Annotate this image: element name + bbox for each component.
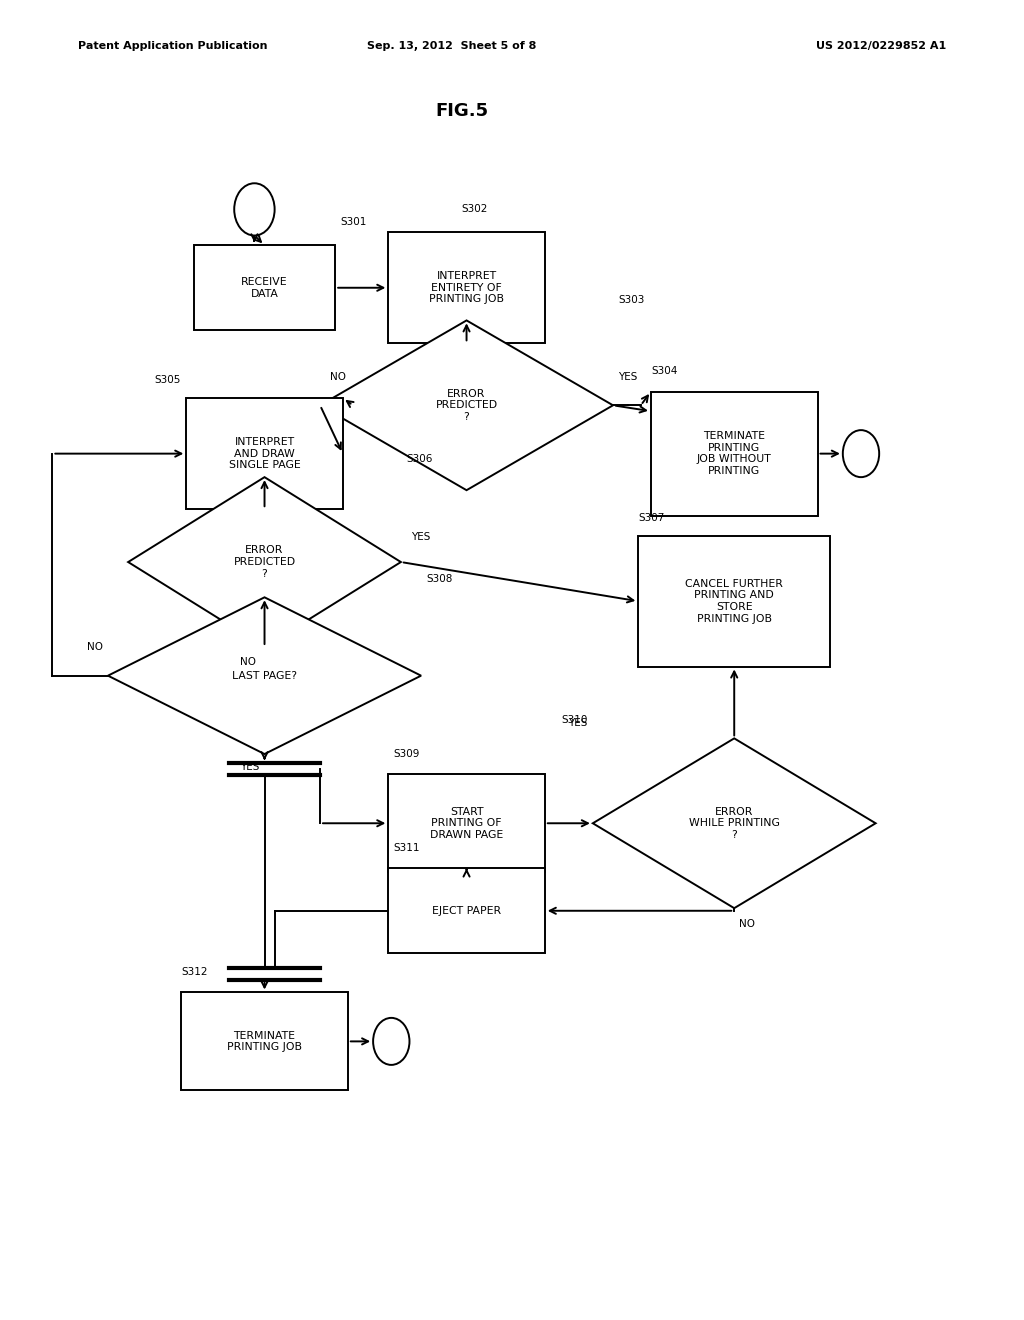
Text: START
PRINTING OF
DRAWN PAGE: START PRINTING OF DRAWN PAGE	[430, 807, 503, 840]
Text: S301: S301	[340, 216, 367, 227]
Text: FIG.5: FIG.5	[435, 103, 488, 120]
Text: TERMINATE
PRINTING JOB: TERMINATE PRINTING JOB	[227, 1031, 302, 1052]
Polygon shape	[321, 321, 613, 490]
Text: ERROR
PREDICTED
?: ERROR PREDICTED ?	[435, 388, 498, 422]
Text: S303: S303	[618, 294, 644, 305]
Text: YES: YES	[240, 762, 259, 772]
Text: ERROR
PREDICTED
?: ERROR PREDICTED ?	[233, 545, 296, 578]
FancyBboxPatch shape	[651, 392, 817, 516]
Text: YES: YES	[568, 718, 588, 727]
Text: S302: S302	[462, 205, 487, 214]
Text: ERROR
WHILE PRINTING
?: ERROR WHILE PRINTING ?	[689, 807, 779, 840]
FancyBboxPatch shape	[194, 246, 335, 330]
Circle shape	[373, 1018, 410, 1065]
Text: NO: NO	[739, 919, 756, 928]
Text: TERMINATE
PRINTING
JOB WITHOUT
PRINTING: TERMINATE PRINTING JOB WITHOUT PRINTING	[697, 432, 772, 477]
Text: CANCEL FURTHER
PRINTING AND
STORE
PRINTING JOB: CANCEL FURTHER PRINTING AND STORE PRINTI…	[685, 579, 783, 623]
Text: NO: NO	[87, 642, 102, 652]
Text: NO: NO	[241, 657, 256, 668]
Text: S305: S305	[155, 375, 181, 385]
Text: YES: YES	[411, 532, 430, 543]
Text: EJECT PAPER: EJECT PAPER	[432, 906, 501, 916]
FancyBboxPatch shape	[181, 993, 348, 1090]
Text: INTERPRET
ENTIRETY OF
PRINTING JOB: INTERPRET ENTIRETY OF PRINTING JOB	[429, 271, 504, 305]
Polygon shape	[128, 477, 400, 647]
Text: S306: S306	[406, 454, 432, 465]
Text: Patent Application Publication: Patent Application Publication	[78, 41, 267, 51]
Text: YES: YES	[618, 372, 637, 381]
Text: Sep. 13, 2012  Sheet 5 of 8: Sep. 13, 2012 Sheet 5 of 8	[367, 41, 537, 51]
FancyBboxPatch shape	[638, 536, 830, 667]
Circle shape	[234, 183, 274, 235]
Text: S312: S312	[181, 966, 208, 977]
Text: NO: NO	[330, 372, 346, 381]
Circle shape	[843, 430, 880, 477]
Text: LAST PAGE?: LAST PAGE?	[232, 671, 297, 681]
FancyBboxPatch shape	[388, 869, 545, 953]
Text: S309: S309	[393, 748, 420, 759]
Text: RECEIVE
DATA: RECEIVE DATA	[242, 277, 288, 298]
Polygon shape	[593, 738, 876, 908]
Polygon shape	[108, 598, 421, 754]
Text: S308: S308	[426, 574, 453, 585]
FancyBboxPatch shape	[388, 775, 545, 873]
FancyBboxPatch shape	[388, 232, 545, 343]
Text: US 2012/0229852 A1: US 2012/0229852 A1	[816, 41, 946, 51]
Text: S304: S304	[651, 366, 677, 376]
FancyBboxPatch shape	[186, 399, 343, 510]
Text: S311: S311	[393, 842, 420, 853]
Text: INTERPRET
AND DRAW
SINGLE PAGE: INTERPRET AND DRAW SINGLE PAGE	[228, 437, 300, 470]
Text: S307: S307	[638, 513, 665, 523]
Text: S310: S310	[561, 715, 588, 725]
